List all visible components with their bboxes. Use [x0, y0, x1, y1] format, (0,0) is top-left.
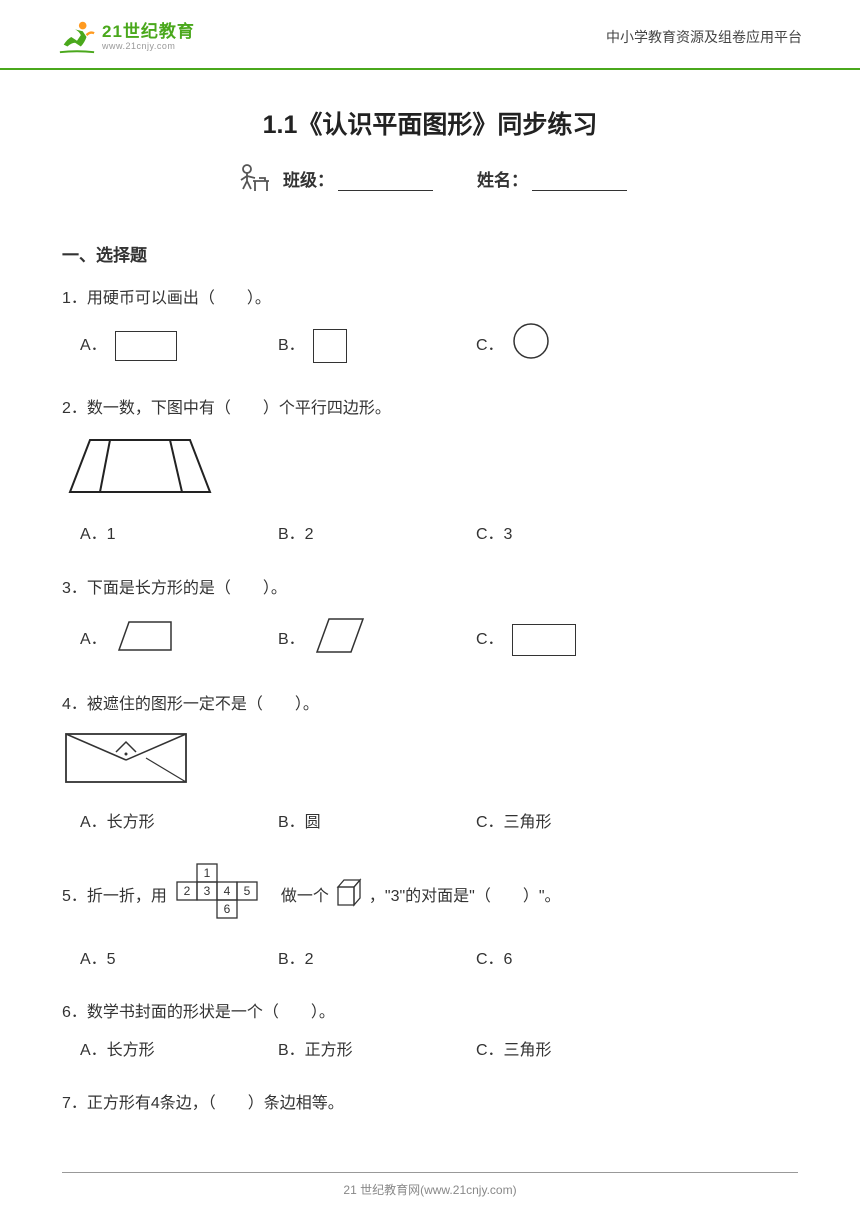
q4-option-c[interactable]: C．三角形: [476, 808, 674, 838]
student-desk-icon: [233, 163, 273, 193]
header-right-text: 中小学教育资源及组卷应用平台: [606, 27, 802, 47]
name-label: 姓名：: [477, 166, 627, 191]
question-5-options: A．5 B．2 C．6: [62, 945, 798, 975]
question-6: 6．数学书封面的形状是一个（ ）。 A．长方形 B．正方形 C．三角形: [62, 998, 798, 1065]
square-icon: [313, 329, 347, 363]
q4-option-a[interactable]: A．长方形: [80, 808, 278, 838]
rectangle-icon: [512, 624, 576, 656]
logo-main-text: 21世纪教育: [102, 23, 195, 40]
worksheet-content: 1.1《认识平面图形》同步练习 班级： 姓名： 一、选择题 1．用硬币可以画出（…: [0, 70, 860, 1163]
q6-option-a[interactable]: A．长方形: [80, 1036, 278, 1066]
q5-option-c[interactable]: C．6: [476, 945, 674, 975]
q2-option-c[interactable]: C．3: [476, 520, 674, 550]
question-3-text: 3．下面是长方形的是（ ）。: [62, 574, 798, 604]
q4-option-b[interactable]: B．圆: [278, 808, 476, 838]
page-footer: 21 世纪教育网(www.21cnjy.com): [62, 1172, 798, 1198]
question-6-options: A．长方形 B．正方形 C．三角形: [62, 1036, 798, 1066]
question-1-options: A． B． C．: [62, 322, 798, 371]
logo-runner-icon: [58, 18, 96, 56]
question-4-text: 4．被遮住的图形一定不是（ ）。: [62, 690, 798, 720]
q1-option-b[interactable]: B．: [278, 329, 476, 363]
circle-icon: [512, 322, 550, 371]
logo: 21世纪教育 www.21cnjy.com: [58, 18, 195, 56]
question-4-options: A．长方形 B．圆 C．三角形: [62, 808, 798, 838]
q2-option-b[interactable]: B．2: [278, 520, 476, 550]
cube-icon: [332, 875, 366, 920]
q5-option-b[interactable]: B．2: [278, 945, 476, 975]
q5-text-after: ，"3"的对面是"（ ）"。: [369, 882, 561, 912]
q5-text-before: 5．折一折，用: [62, 882, 167, 912]
q6-option-b[interactable]: B．正方形: [278, 1036, 476, 1066]
page-header: 21世纪教育 www.21cnjy.com 中小学教育资源及组卷应用平台: [0, 0, 860, 70]
q3-option-a[interactable]: A．: [80, 616, 278, 665]
svg-text:4: 4: [224, 884, 231, 898]
q2-option-a[interactable]: A．1: [80, 520, 278, 550]
q5-option-a[interactable]: A．5: [80, 945, 278, 975]
q3-option-c[interactable]: C．: [476, 624, 674, 656]
svg-text:3: 3: [204, 884, 211, 898]
question-2-figure: [62, 432, 798, 511]
question-4: 4．被遮住的图形一定不是（ ）。 A．长方形 B．圆 C．三角形: [62, 690, 798, 838]
question-1-text: 1．用硬币可以画出（ ）。: [62, 284, 798, 314]
question-5-text-row: 5．折一折，用 1 2 3 4 5 6: [62, 862, 798, 933]
question-2: 2．数一数，下图中有（ ）个平行四边形。 A．1 B．2 C．3: [62, 394, 798, 550]
q1-option-a[interactable]: A．: [80, 331, 278, 361]
question-5: 5．折一折，用 1 2 3 4 5 6: [62, 862, 798, 974]
name-blank[interactable]: [532, 190, 627, 191]
question-7-text: 7．正方形有4条边，（ ）条边相等。: [62, 1089, 798, 1119]
worksheet-title: 1.1《认识平面图形》同步练习: [62, 105, 798, 141]
question-4-figure: [62, 728, 798, 799]
student-info-row: 班级： 姓名：: [62, 163, 798, 193]
logo-sub-text: www.21cnjy.com: [102, 42, 195, 51]
class-label: 班级：: [283, 166, 433, 191]
question-6-text: 6．数学书封面的形状是一个（ ）。: [62, 998, 798, 1028]
svg-text:6: 6: [224, 902, 231, 916]
class-blank[interactable]: [338, 190, 433, 191]
q6-option-c[interactable]: C．三角形: [476, 1036, 674, 1066]
svg-text:5: 5: [244, 884, 251, 898]
parallelogram-icon: [313, 614, 368, 667]
question-2-options: A．1 B．2 C．3: [62, 520, 798, 550]
section-1-heading: 一、选择题: [62, 241, 798, 266]
question-2-text: 2．数一数，下图中有（ ）个平行四边形。: [62, 394, 798, 424]
q1-option-c[interactable]: C．: [476, 322, 674, 371]
trapezoid-icon: [115, 616, 177, 665]
rectangle-icon: [115, 331, 177, 361]
question-3-options: A． B． C．: [62, 614, 798, 667]
svg-text:1: 1: [204, 866, 211, 880]
student-info-left: 班级：: [233, 163, 433, 193]
cube-net-icon: 1 2 3 4 5 6: [170, 862, 278, 933]
q5-text-mid: 做一个: [281, 882, 329, 912]
question-1: 1．用硬币可以画出（ ）。 A． B． C．: [62, 284, 798, 370]
question-3: 3．下面是长方形的是（ ）。 A． B． C．: [62, 574, 798, 666]
question-7: 7．正方形有4条边，（ ）条边相等。: [62, 1089, 798, 1119]
logo-text: 21世纪教育 www.21cnjy.com: [102, 23, 195, 51]
q3-option-b[interactable]: B．: [278, 614, 476, 667]
svg-text:2: 2: [184, 884, 191, 898]
